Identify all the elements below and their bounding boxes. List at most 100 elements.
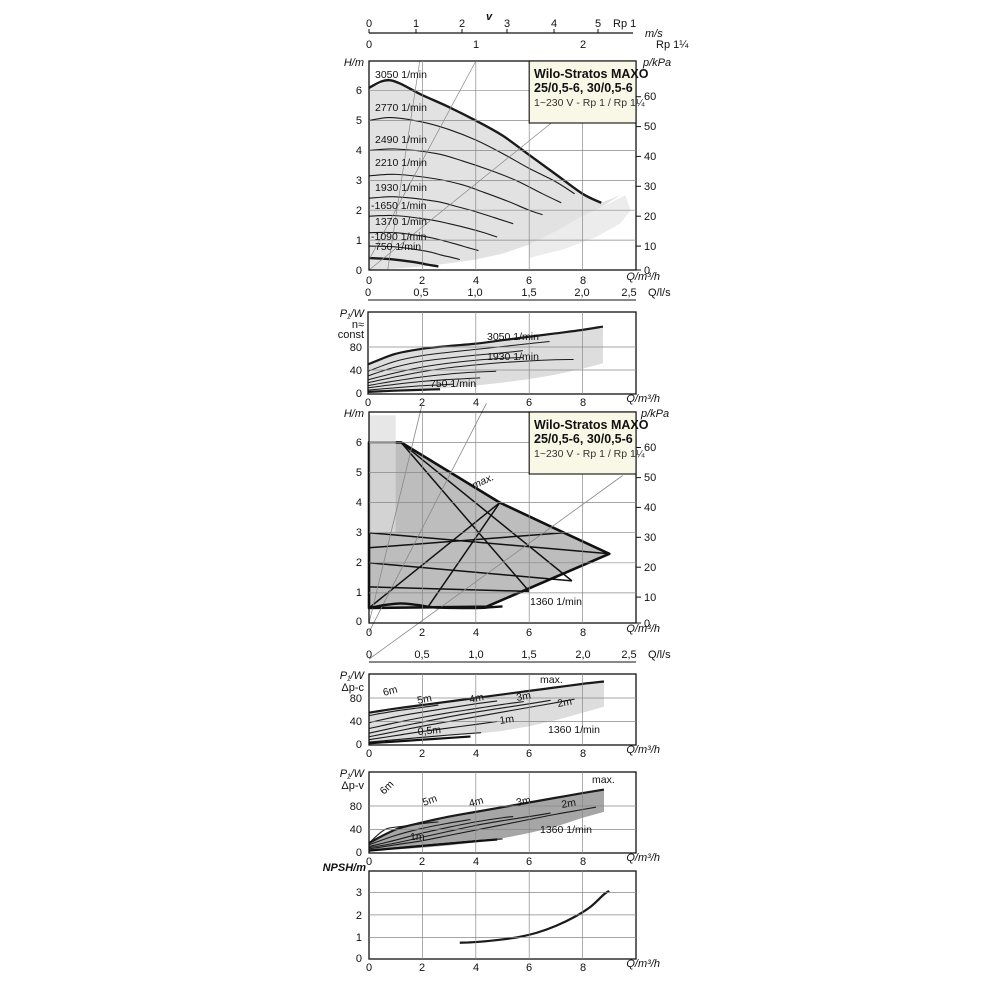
- svg-text:3050 1/min: 3050 1/min: [375, 69, 427, 81]
- svg-text:4: 4: [473, 627, 479, 639]
- svg-text:Wilo-Stratos MAXO: Wilo-Stratos MAXO: [534, 67, 649, 81]
- svg-text:3: 3: [356, 175, 362, 187]
- svg-text:40: 40: [644, 502, 656, 514]
- svg-text:25/0,5-6, 30/0,5-6: 25/0,5-6, 30/0,5-6: [534, 81, 633, 95]
- svg-text:p/kPa: p/kPa: [642, 57, 671, 69]
- svg-text:2490 1/min: 2490 1/min: [375, 134, 427, 146]
- svg-text:3: 3: [356, 527, 362, 539]
- svg-text:6: 6: [526, 397, 532, 409]
- svg-text:8: 8: [580, 962, 586, 974]
- svg-text:2: 2: [419, 627, 425, 639]
- svg-text:2,0: 2,0: [574, 287, 589, 299]
- svg-text:0: 0: [366, 649, 372, 661]
- svg-text:4: 4: [473, 275, 479, 287]
- svg-text:1~230 V - Rp 1 / Rp 1¼: 1~230 V - Rp 1 / Rp 1¼: [534, 448, 645, 460]
- svg-text:0: 0: [366, 275, 372, 287]
- svg-text:Rp 1¼: Rp 1¼: [656, 39, 689, 51]
- svg-text:Q/l/s: Q/l/s: [648, 649, 671, 661]
- svg-text:4: 4: [473, 962, 479, 974]
- svg-text:5: 5: [595, 18, 601, 30]
- svg-text:P₁/W: P₁/W: [340, 768, 366, 780]
- svg-text:4: 4: [473, 397, 479, 409]
- svg-text:H/m: H/m: [344, 57, 364, 69]
- svg-text:80: 80: [350, 801, 362, 813]
- svg-text:8: 8: [580, 856, 586, 868]
- svg-text:2770 1/min: 2770 1/min: [375, 102, 427, 114]
- svg-text:50: 50: [644, 472, 656, 484]
- svg-text:1,0: 1,0: [467, 287, 482, 299]
- svg-text:1: 1: [356, 235, 362, 247]
- svg-text:4: 4: [356, 145, 362, 157]
- svg-text:max.: max.: [540, 674, 563, 686]
- svg-text:750 1/min: 750 1/min: [375, 241, 421, 253]
- svg-text:40: 40: [644, 151, 656, 163]
- svg-text:1360 1/min: 1360 1/min: [548, 724, 600, 736]
- svg-text:0: 0: [356, 616, 362, 628]
- svg-text:60: 60: [644, 91, 656, 103]
- svg-text:60: 60: [644, 442, 656, 454]
- svg-text:1370 1/min: 1370 1/min: [375, 216, 427, 228]
- svg-text:3050 1/min: 3050 1/min: [487, 331, 539, 343]
- svg-text:0: 0: [356, 847, 362, 859]
- svg-text:0: 0: [366, 18, 372, 30]
- svg-text:6: 6: [526, 627, 532, 639]
- svg-text:4: 4: [473, 748, 479, 760]
- svg-text:-1650 1/min: -1650 1/min: [371, 200, 427, 212]
- svg-text:0: 0: [356, 739, 362, 751]
- svg-text:3: 3: [504, 18, 510, 30]
- svg-text:2,0: 2,0: [575, 649, 590, 661]
- svg-text:6: 6: [526, 275, 532, 287]
- svg-text:80: 80: [350, 342, 362, 354]
- svg-text:0,5: 0,5: [414, 649, 429, 661]
- svg-text:6: 6: [526, 856, 532, 868]
- svg-text:750 1/min: 750 1/min: [430, 378, 476, 390]
- svg-text:2: 2: [580, 39, 586, 51]
- svg-text:6: 6: [526, 748, 532, 760]
- svg-text:P₁/W: P₁/W: [340, 670, 366, 682]
- svg-text:2m: 2m: [560, 797, 577, 811]
- svg-text:8: 8: [580, 748, 586, 760]
- svg-text:1,5: 1,5: [521, 649, 536, 661]
- svg-text:2: 2: [419, 856, 425, 868]
- svg-text:H/m: H/m: [344, 408, 364, 420]
- svg-text:1m: 1m: [499, 713, 515, 727]
- svg-text:max.: max.: [592, 774, 615, 786]
- svg-text:Rp 1: Rp 1: [613, 18, 636, 30]
- svg-text:Δp-v: Δp-v: [341, 780, 364, 792]
- svg-text:4: 4: [356, 497, 362, 509]
- svg-text:3: 3: [356, 887, 362, 899]
- svg-text:10: 10: [644, 592, 656, 604]
- svg-text:2m: 2m: [556, 696, 573, 710]
- svg-text:25/0,5-6, 30/0,5-6: 25/0,5-6, 30/0,5-6: [534, 432, 633, 446]
- svg-text:4: 4: [473, 856, 479, 868]
- svg-text:0: 0: [366, 627, 372, 639]
- svg-text:2: 2: [356, 205, 362, 217]
- svg-text:10: 10: [644, 241, 656, 253]
- svg-text:3m: 3m: [515, 690, 532, 704]
- svg-text:6: 6: [526, 962, 532, 974]
- svg-text:0: 0: [366, 962, 372, 974]
- svg-text:1m: 1m: [410, 831, 425, 843]
- svg-text:Q/m³/h: Q/m³/h: [626, 271, 660, 283]
- svg-text:40: 40: [350, 365, 362, 377]
- svg-text:1: 1: [356, 587, 362, 599]
- svg-text:1: 1: [473, 39, 479, 51]
- svg-text:2: 2: [419, 275, 425, 287]
- svg-text:Wilo-Stratos MAXO: Wilo-Stratos MAXO: [534, 418, 649, 432]
- svg-text:40: 40: [350, 824, 362, 836]
- svg-text:1: 1: [413, 18, 419, 30]
- svg-text:1360 1/min: 1360 1/min: [540, 824, 592, 836]
- svg-text:40: 40: [350, 716, 362, 728]
- svg-text:30: 30: [644, 532, 656, 544]
- svg-text:Q/m³/h: Q/m³/h: [626, 393, 660, 405]
- svg-text:v: v: [486, 11, 493, 23]
- svg-text:1930 1/min: 1930 1/min: [375, 182, 427, 194]
- svg-text:5: 5: [356, 115, 362, 127]
- svg-text:30: 30: [644, 181, 656, 193]
- svg-text:0,5m: 0,5m: [417, 724, 442, 738]
- svg-text:0: 0: [366, 856, 372, 868]
- svg-text:6: 6: [356, 437, 362, 449]
- svg-text:0: 0: [356, 265, 362, 277]
- svg-text:1~230 V - Rp 1 / Rp 1¼: 1~230 V - Rp 1 / Rp 1¼: [534, 97, 645, 109]
- svg-text:0: 0: [356, 953, 362, 965]
